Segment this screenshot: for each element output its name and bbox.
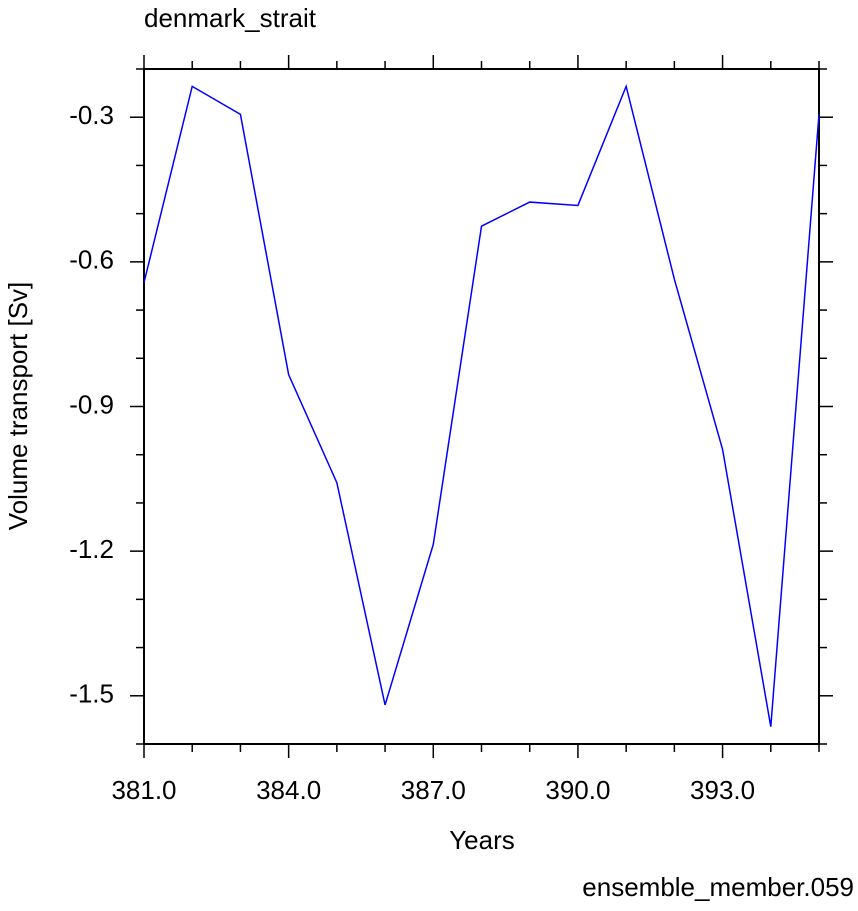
x-tick-label: 387.0 — [401, 775, 466, 805]
plot-frame — [143, 68, 820, 745]
chart-title: denmark_strait — [144, 3, 317, 33]
y-axis-label: Volume transport [Sv] — [3, 282, 33, 531]
x-tick-label: 384.0 — [256, 775, 321, 805]
y-tick-label: -1.2 — [69, 534, 114, 564]
y-tick-label: -1.5 — [69, 679, 114, 709]
x-tick-label: 390.0 — [545, 775, 610, 805]
x-tick-label: 393.0 — [690, 775, 755, 805]
x-axis-label: Years — [449, 825, 515, 855]
x-tick-label: 381.0 — [111, 775, 176, 805]
y-tick-label: -0.6 — [69, 245, 114, 275]
annotation: ensemble_member.059 — [582, 872, 854, 902]
y-tick-label: -0.9 — [69, 389, 114, 419]
y-tick-label: -0.3 — [69, 100, 114, 130]
data-line — [143, 83, 820, 727]
